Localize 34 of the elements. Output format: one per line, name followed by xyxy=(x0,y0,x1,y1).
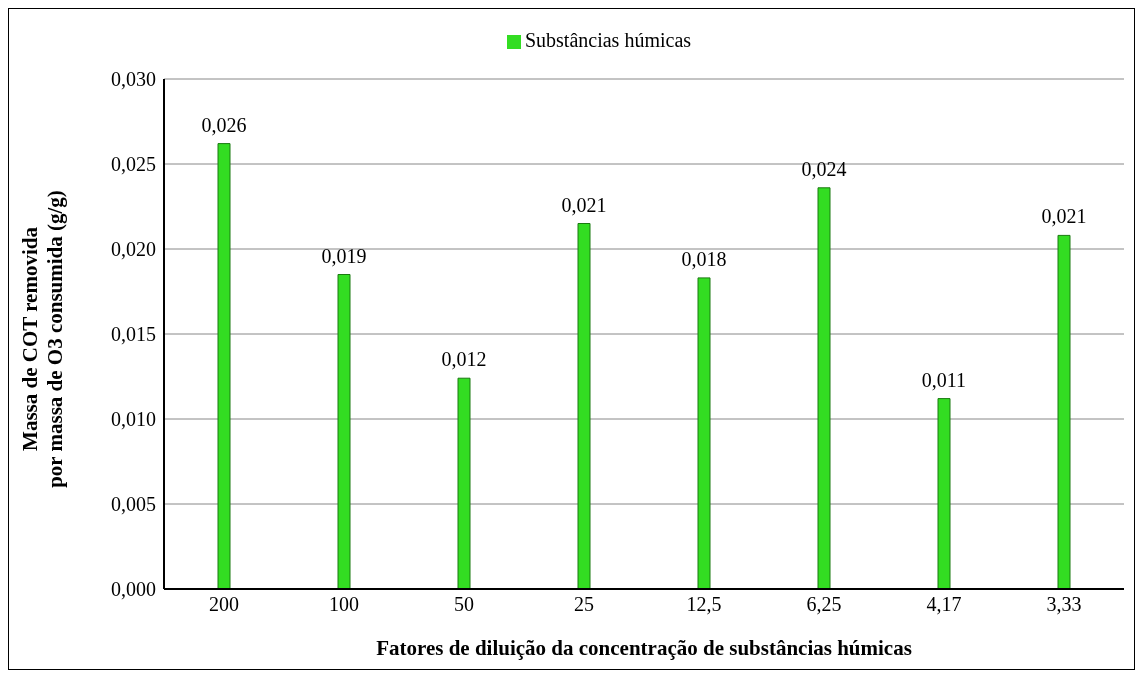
data-label: 0,021 xyxy=(1041,205,1087,228)
bar xyxy=(697,277,711,589)
x-tick-label: 200 xyxy=(209,593,239,616)
x-tick-label: 50 xyxy=(454,593,474,616)
x-tick-label: 100 xyxy=(329,593,359,616)
data-label: 0,019 xyxy=(321,244,367,267)
data-label: 0,021 xyxy=(561,193,607,216)
data-label: 0,011 xyxy=(921,368,967,391)
y-axis-title: Massa de COT removida por massa de O3 consumida (g/g) xyxy=(18,190,67,488)
legend-label: Substâncias húmicas xyxy=(524,29,692,51)
bar xyxy=(1057,234,1071,589)
bar xyxy=(337,274,351,589)
data-label: 0,026 xyxy=(201,113,247,136)
y-tick-label: 0,025 xyxy=(111,153,156,176)
data-label: 0,024 xyxy=(801,157,847,180)
x-tick-label: 25 xyxy=(574,593,594,616)
y-tick-label: 0,020 xyxy=(111,238,156,261)
y-tick-label: 0,010 xyxy=(111,408,156,431)
y-tick-label: 0,015 xyxy=(111,323,156,346)
y-tick-label: 0,030 xyxy=(111,68,156,91)
x-tick-label: 6,25 xyxy=(806,593,842,616)
x-tick-label: 12,5 xyxy=(686,593,722,616)
bar xyxy=(937,398,951,589)
x-tick-label: 4,17 xyxy=(926,593,962,616)
bar xyxy=(457,377,471,589)
y-tick-label: 0,000 xyxy=(111,578,156,601)
bar xyxy=(217,143,231,589)
y-tick-label: 0,005 xyxy=(111,493,156,516)
data-label: 0,012 xyxy=(441,348,487,371)
bar xyxy=(817,187,831,589)
data-label: 0,018 xyxy=(681,247,727,270)
bar xyxy=(577,223,591,589)
x-axis-title: Fatores de diluição da concentração de substâncias húmicas xyxy=(375,636,913,661)
x-tick-label: 3,33 xyxy=(1046,593,1082,616)
